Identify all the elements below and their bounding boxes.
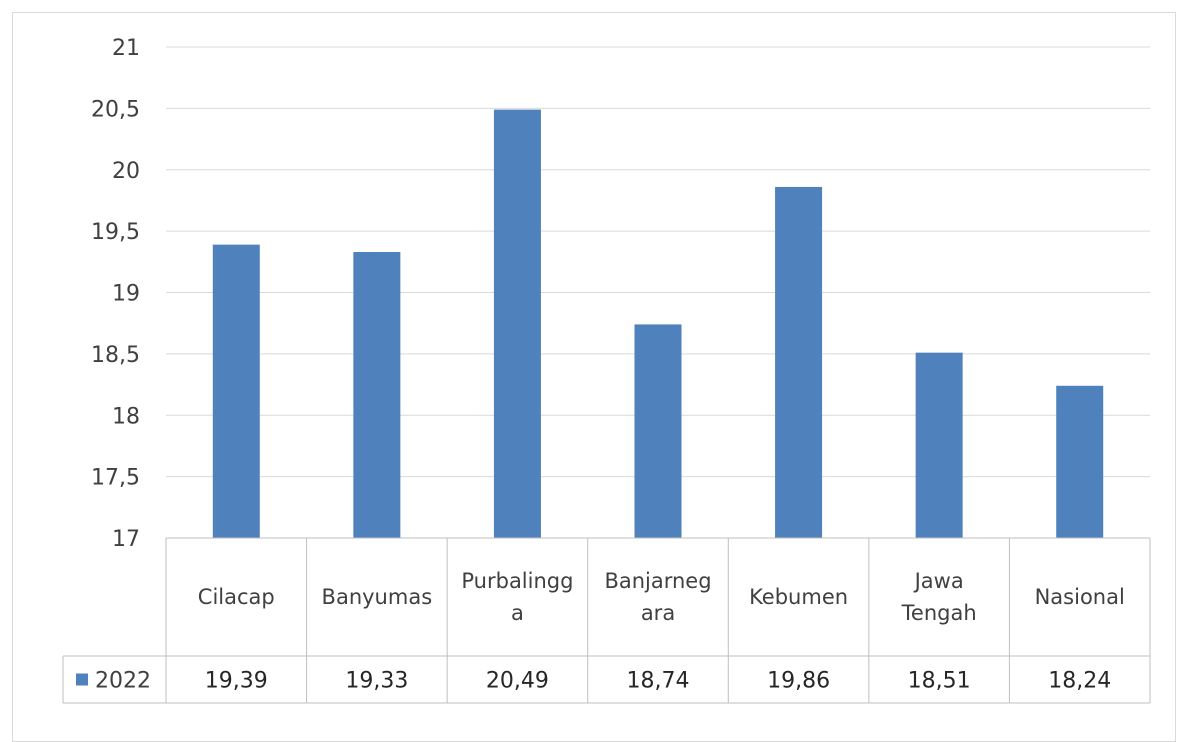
y-tick-label: 19 [112,282,140,307]
y-tick-label: 18 [112,404,140,429]
y-tick-label: 20,5 [91,97,140,122]
data-value-label: 18,51 [908,669,971,694]
bar-5 [775,186,823,538]
category-label: Kebumen [749,585,848,609]
category-label: Banyumas [322,585,433,609]
data-value-label: 19,39 [205,669,268,694]
data-value-label: 19,33 [345,669,408,694]
bar-3 [493,109,541,538]
y-tick-label: 19,5 [91,220,140,245]
y-tick-label: 21 [112,36,140,61]
data-value-label: 18,24 [1048,669,1111,694]
y-tick-label: 18,5 [91,343,140,368]
category-label: Cilacap [198,585,275,609]
category-label: Nasional [1035,585,1125,609]
bar-4 [634,324,682,538]
category-label: Banjarneg ara [604,569,711,625]
y-tick-label: 17 [112,527,140,552]
y-tick-label: 20 [112,159,140,184]
bar-7 [1056,385,1104,538]
legend-swatch [76,673,88,686]
category-label: Jawa Tengah [901,569,977,625]
category-label: Purbalingg a [461,569,573,625]
chart-frame [12,12,1176,742]
bar-2 [353,251,401,538]
bar-1 [212,244,260,538]
bar-chart: 17 17,5 18 18,5 19 19,5 20 20,5 21 Cilacap Banyuma… [62,36,1151,704]
data-value-label: 18,74 [627,669,690,694]
legend-series-name: 2022 [95,669,151,694]
data-value-label: 20,49 [486,669,549,694]
bar-6 [915,352,963,538]
data-value-label: 19,86 [767,669,830,694]
y-tick-label: 17,5 [91,466,140,491]
